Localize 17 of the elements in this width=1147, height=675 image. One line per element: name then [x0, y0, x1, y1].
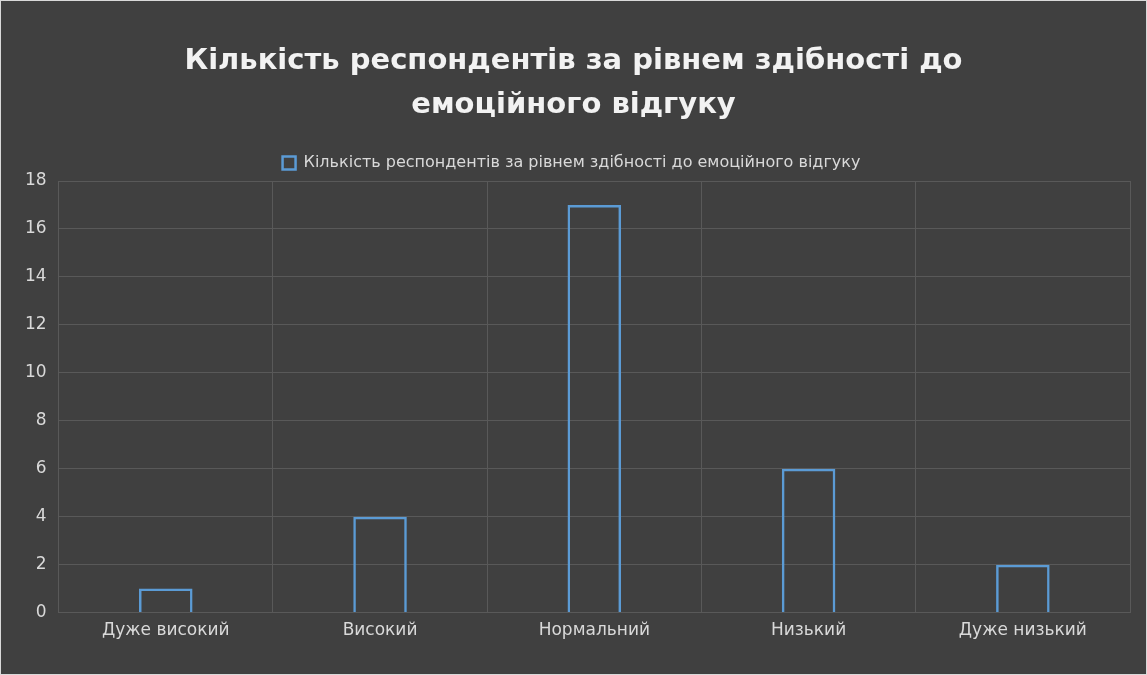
y-tick-label: 2: [35, 553, 47, 574]
y-tick-label: 12: [24, 313, 47, 334]
y-tick-label: 18: [24, 169, 47, 190]
x-tick-label: Дуже низький: [958, 619, 1087, 640]
y-tick-label: 16: [24, 217, 47, 238]
chart-title: Кількість респондентів за рівнем здібності до емоційного відгуку: [183, 41, 964, 122]
x-tick-label: Дуже високий: [101, 619, 230, 640]
y-tick-label: 10: [24, 361, 47, 382]
y-tick-label: 0: [35, 601, 47, 622]
x-tick-label: Високий: [342, 619, 418, 640]
x-tick-label: Нормальний: [538, 619, 650, 640]
y-tick-label: 6: [35, 457, 47, 478]
y-tick-label: 4: [35, 505, 47, 526]
x-tick-label: Низький: [770, 619, 847, 640]
y-tick-label: 8: [35, 409, 47, 430]
y-tick-label: 14: [24, 265, 47, 286]
legend-label: Кількість респондентів за рівнем здібності до емоційного відгуку: [303, 152, 861, 172]
